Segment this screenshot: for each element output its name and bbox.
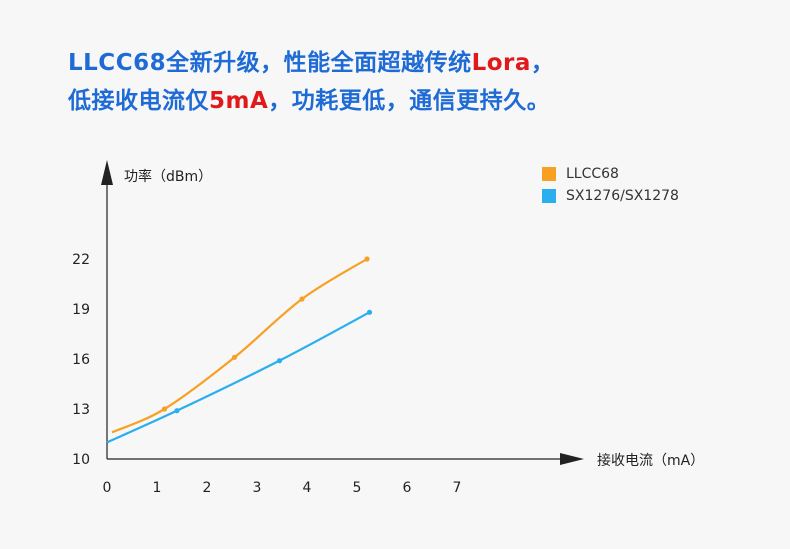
headline-line-2: 低接收电流仅5mA，功耗更低，通信更持久。 <box>68 82 554 120</box>
x-tick-label: 6 <box>403 480 412 496</box>
headline-highlight-lora: Lora <box>471 50 531 76</box>
legend-item-sx127x: SX1276/SX1278 <box>542 185 679 207</box>
x-tick-label: 1 <box>153 480 162 496</box>
x-tick-label: 3 <box>253 480 262 496</box>
x-tick-label: 4 <box>303 480 312 496</box>
headline-line-2-text: 低接收电流仅 <box>68 88 209 114</box>
x-tick-label: 0 <box>103 480 112 496</box>
x-axis-arrow-icon <box>560 453 584 465</box>
chart-ticks: 0 1 2 3 4 5 6 7 10 13 16 19 22 <box>72 252 461 496</box>
series-line-sx127x <box>106 311 371 444</box>
headline: LLCC68全新升级，性能全面超越传统Lora， 低接收电流仅5mA，功耗更低，… <box>68 44 554 120</box>
headline-line-1: LLCC68全新升级，性能全面超越传统Lora， <box>68 44 554 82</box>
data-point-sx127x <box>174 408 180 414</box>
y-tick-label: 13 <box>72 402 90 418</box>
headline-line-2-suffix: ，功耗更低，通信更持久。 <box>268 88 551 114</box>
legend-item-llcc68: LLCC68 <box>542 163 679 185</box>
headline-line-1-suffix: ， <box>530 50 555 76</box>
y-tick-label: 10 <box>72 452 90 468</box>
y-axis-label: 功率（dBm） <box>124 168 212 185</box>
chart-axes <box>101 160 584 465</box>
data-point-llcc68 <box>231 354 238 360</box>
y-tick-label: 16 <box>72 352 90 368</box>
x-tick-label: 2 <box>203 480 212 496</box>
chart-lines <box>106 256 373 444</box>
data-point-llcc68 <box>299 296 305 302</box>
chart-legend: LLCC68 SX1276/SX1278 <box>542 163 679 207</box>
legend-label-sx127x: SX1276/SX1278 <box>566 188 679 204</box>
headline-highlight-current: 5mA <box>209 88 269 114</box>
series-line-llcc68 <box>111 258 368 434</box>
legend-swatch-llcc68 <box>542 167 556 181</box>
x-tick-label: 5 <box>353 480 362 496</box>
y-axis-arrow-icon <box>101 160 113 185</box>
legend-swatch-sx127x <box>542 189 556 203</box>
data-point-llcc68 <box>364 256 370 262</box>
x-tick-label: 7 <box>453 480 462 496</box>
legend-label-llcc68: LLCC68 <box>566 166 619 182</box>
y-tick-label: 22 <box>72 252 90 268</box>
headline-line-1-text: LLCC68全新升级，性能全面超越传统 <box>68 50 472 76</box>
x-axis-label: 接收电流（mA） <box>597 452 704 469</box>
data-point-sx127x <box>366 309 373 315</box>
data-point-llcc68 <box>161 406 168 412</box>
y-tick-label: 19 <box>72 302 90 318</box>
data-point-sx127x <box>276 358 283 364</box>
